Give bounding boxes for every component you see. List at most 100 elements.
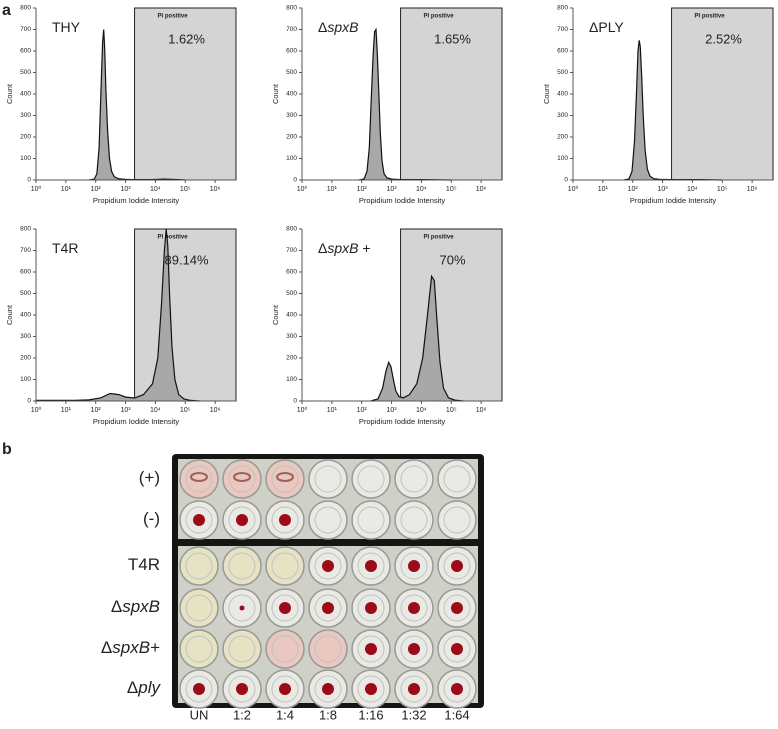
x-tick-label: 10⁰ bbox=[297, 185, 308, 193]
y-tick-label: 100 bbox=[20, 376, 31, 383]
histogram bbox=[36, 228, 200, 402]
x-tick-label: 10² bbox=[357, 407, 368, 414]
row-label: ΔspxB bbox=[111, 597, 160, 616]
well-pellet bbox=[190, 472, 208, 482]
gate-region bbox=[671, 7, 774, 181]
well-inner bbox=[314, 594, 342, 622]
well-pellet bbox=[408, 683, 420, 695]
well-inner bbox=[357, 594, 385, 622]
y-tick-label: 300 bbox=[20, 112, 31, 119]
well-pellet bbox=[451, 560, 463, 572]
y-tick-label: 500 bbox=[557, 69, 568, 76]
well-inner bbox=[314, 675, 342, 703]
x-tick-label: 10² bbox=[91, 186, 102, 193]
well-inner bbox=[185, 465, 213, 493]
x-tick-label: 10² bbox=[357, 186, 368, 193]
y-tick-label: 500 bbox=[286, 290, 297, 297]
well-pellet bbox=[365, 683, 377, 695]
sample-label: ΔspxB + bbox=[318, 240, 371, 256]
x-tick-label: 10² bbox=[628, 186, 639, 193]
well-inner bbox=[271, 465, 299, 493]
y-axis-label: Count bbox=[271, 304, 280, 325]
gate-label: PI positive bbox=[158, 235, 189, 241]
y-tick-label: 500 bbox=[20, 290, 31, 297]
x-tick-label: 10⁵ bbox=[446, 186, 457, 193]
well-pellet bbox=[276, 472, 294, 482]
well-inner bbox=[314, 552, 342, 580]
well-inner bbox=[271, 594, 299, 622]
well-pellet bbox=[365, 560, 377, 572]
text-part: (+) bbox=[139, 468, 160, 487]
gate-label: PI positive bbox=[158, 14, 189, 20]
percent-annotation: 2.52% bbox=[705, 31, 742, 46]
x-axis-label: Propidium Iodide Intensity bbox=[359, 196, 446, 205]
well-inner bbox=[271, 675, 299, 703]
text-part: spxB bbox=[327, 240, 358, 256]
y-tick-label: 700 bbox=[20, 26, 31, 33]
row-label: T4R bbox=[128, 555, 160, 574]
y-tick-label: 400 bbox=[286, 91, 297, 98]
y-axis-label: Count bbox=[5, 83, 14, 104]
well-inner bbox=[357, 506, 385, 534]
x-tick-label: 10² bbox=[91, 407, 102, 414]
sample-label: THY bbox=[52, 19, 81, 35]
histogram-fill bbox=[89, 29, 186, 180]
well-pellet bbox=[233, 472, 251, 482]
y-tick-label: 400 bbox=[557, 91, 568, 98]
y-tick-label: 200 bbox=[286, 355, 297, 362]
x-tick-label: 10³ bbox=[387, 186, 398, 193]
well-inner bbox=[314, 465, 342, 493]
y-tick-label: 600 bbox=[20, 269, 31, 276]
well-pellet bbox=[451, 683, 463, 695]
well-pellet bbox=[279, 683, 291, 695]
x-tick-label: 10³ bbox=[121, 186, 132, 193]
panel-label: b bbox=[2, 441, 12, 458]
text-part: Δ bbox=[318, 19, 327, 35]
text-part: spxB bbox=[327, 19, 358, 35]
text-part: spxB bbox=[112, 638, 150, 657]
percent-annotation: 70% bbox=[440, 252, 466, 267]
x-tick-label: 10⁵ bbox=[180, 186, 191, 193]
well-inner bbox=[228, 594, 256, 622]
column-label: 1:32 bbox=[401, 707, 426, 722]
x-tick-label: 10³ bbox=[658, 186, 669, 193]
y-tick-label: 0 bbox=[27, 398, 31, 405]
x-axis-label: Propidium Iodide Intensity bbox=[359, 417, 446, 426]
well-pellet bbox=[279, 514, 291, 526]
text-part: T4R bbox=[128, 555, 160, 574]
sample-label: ΔspxB bbox=[318, 19, 358, 35]
text-part: Δ bbox=[111, 597, 122, 616]
well-pellet bbox=[322, 602, 334, 614]
column-label: 1:8 bbox=[319, 707, 337, 722]
column-label: UN bbox=[190, 707, 209, 722]
x-tick-label: 10⁴ bbox=[416, 186, 427, 193]
well-inner bbox=[443, 675, 471, 703]
well-inner bbox=[400, 552, 428, 580]
y-tick-label: 200 bbox=[20, 134, 31, 141]
percent-annotation: 1.62% bbox=[168, 31, 205, 46]
well-pellet bbox=[322, 560, 334, 572]
row-label: ΔspxB+ bbox=[101, 638, 160, 657]
gate-region bbox=[400, 228, 503, 402]
x-tick-label: 10⁵ bbox=[180, 407, 191, 414]
well-inner bbox=[400, 506, 428, 534]
y-tick-label: 700 bbox=[557, 26, 568, 33]
row-label: (+) bbox=[139, 468, 160, 487]
y-tick-label: 800 bbox=[557, 5, 568, 12]
y-tick-label: 700 bbox=[286, 247, 297, 254]
x-tick-label: 10¹ bbox=[61, 186, 72, 193]
column-label: 1:4 bbox=[276, 707, 294, 722]
well-inner bbox=[443, 506, 471, 534]
well-inner bbox=[271, 635, 299, 663]
y-tick-label: 200 bbox=[286, 134, 297, 141]
x-tick-label: 10⁶ bbox=[476, 407, 487, 414]
well-inner bbox=[443, 465, 471, 493]
well-pellet bbox=[408, 560, 420, 572]
y-tick-label: 800 bbox=[20, 5, 31, 12]
percent-annotation: 1.65% bbox=[434, 31, 471, 46]
gate-region bbox=[134, 228, 237, 402]
well-pellet bbox=[236, 514, 248, 526]
well-inner bbox=[400, 635, 428, 663]
y-tick-label: 200 bbox=[20, 355, 31, 362]
